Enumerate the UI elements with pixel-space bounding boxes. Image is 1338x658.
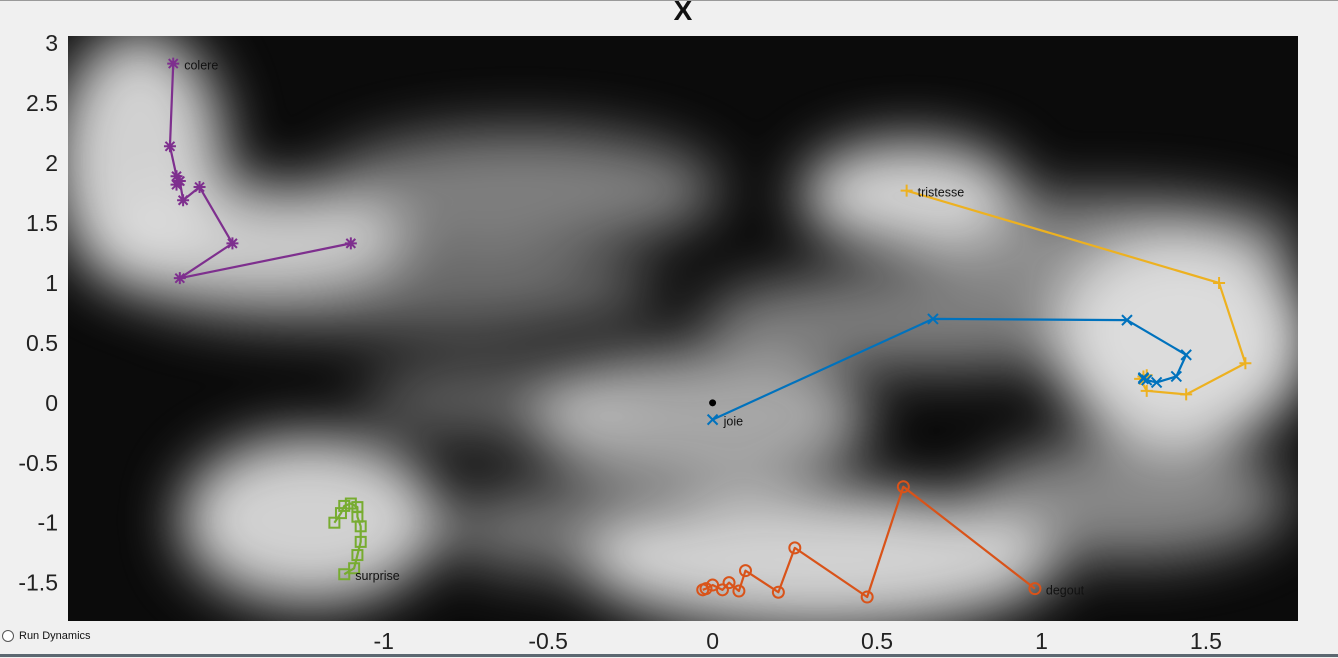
data-point xyxy=(163,140,176,153)
x-axis-tick-labels: -1 -0.5 0 0.5 1 1.5 xyxy=(0,628,1338,658)
data-point xyxy=(173,175,186,188)
data-point xyxy=(696,583,710,597)
data-point xyxy=(328,516,341,529)
data-point xyxy=(732,584,746,598)
series-surprise xyxy=(328,497,367,581)
y-tick-label: -1 xyxy=(38,510,58,536)
series-line xyxy=(168,63,352,280)
series-layer xyxy=(163,57,1252,604)
data-point xyxy=(1180,349,1192,361)
data-point xyxy=(738,564,752,578)
data-point xyxy=(860,590,874,604)
figure-bottom-strip xyxy=(0,621,1338,657)
chart-figure: X 3 2.5 2 1.5 1 0.5 0 -0.5 -1 -1.5 colere tristess… xyxy=(18,0,1298,621)
run-dynamics-radio[interactable]: Run Dynamics xyxy=(2,630,91,642)
x-tick-label: 0.5 xyxy=(861,628,894,654)
data-point xyxy=(900,184,913,197)
y-tick-label: 0 xyxy=(45,390,58,416)
radio-circle-icon[interactable] xyxy=(2,630,14,642)
series-colere xyxy=(163,57,357,285)
origin-point xyxy=(709,399,717,407)
figure-title-glyph: X xyxy=(674,0,693,26)
data-point xyxy=(1028,582,1042,596)
data-point xyxy=(351,501,364,514)
y-tick-label: 1 xyxy=(45,270,58,296)
data-point xyxy=(896,480,910,494)
series-label: degout xyxy=(1046,584,1085,598)
data-point xyxy=(706,413,719,426)
series-label: surprise xyxy=(355,569,400,583)
data-point xyxy=(1121,314,1133,326)
series-joie xyxy=(706,313,1192,426)
data-point xyxy=(1170,370,1183,383)
run-dynamics-label: Run Dynamics xyxy=(19,630,91,642)
window-bottom-edge xyxy=(0,654,1338,657)
data-point xyxy=(167,57,180,70)
series-labels: colere tristesse joie degout surprise xyxy=(184,59,1084,598)
x-tick-label: -1 xyxy=(373,628,394,654)
data-point xyxy=(173,272,186,285)
y-tick-label: -1.5 xyxy=(18,570,58,596)
data-point xyxy=(177,194,190,207)
data-point xyxy=(1137,371,1150,384)
data-point xyxy=(351,549,364,562)
data-point xyxy=(170,170,183,183)
x-tick-label: 0 xyxy=(706,628,719,654)
data-point xyxy=(1180,388,1193,401)
x-tick-label: 1 xyxy=(1035,628,1048,654)
series-label: joie xyxy=(723,415,744,429)
data-point xyxy=(1239,357,1252,370)
y-tick-label: 2 xyxy=(45,150,58,176)
data-point xyxy=(193,181,206,194)
y-tick-label: 0.5 xyxy=(26,330,58,356)
data-point xyxy=(788,541,802,555)
y-tick-label: 3 xyxy=(45,30,58,56)
data-point xyxy=(226,237,239,250)
y-tick-label: 2.5 xyxy=(26,90,58,116)
data-point xyxy=(354,535,367,548)
data-point xyxy=(344,237,357,250)
y-axis: 3 2.5 2 1.5 1 0.5 0 -0.5 -1 -1.5 xyxy=(18,30,58,595)
data-point xyxy=(1213,276,1226,289)
series-label: tristesse xyxy=(918,186,965,200)
series-degout xyxy=(696,480,1042,604)
data-point xyxy=(722,576,736,590)
data-point xyxy=(344,497,357,510)
density-heatmap xyxy=(68,36,1298,621)
figure-top-border xyxy=(0,0,1338,1)
data-point xyxy=(338,499,351,512)
data-point xyxy=(1140,384,1153,397)
series-label: colere xyxy=(184,59,218,73)
x-tick-label: -0.5 xyxy=(528,628,568,654)
data-point xyxy=(927,313,939,325)
data-point xyxy=(348,562,361,575)
x-tick-label: 1.5 xyxy=(1189,628,1222,654)
y-tick-label: 1.5 xyxy=(26,210,58,236)
data-point xyxy=(334,507,347,520)
data-point xyxy=(771,585,785,599)
data-point xyxy=(1150,376,1163,389)
y-tick-label: -0.5 xyxy=(18,450,58,476)
